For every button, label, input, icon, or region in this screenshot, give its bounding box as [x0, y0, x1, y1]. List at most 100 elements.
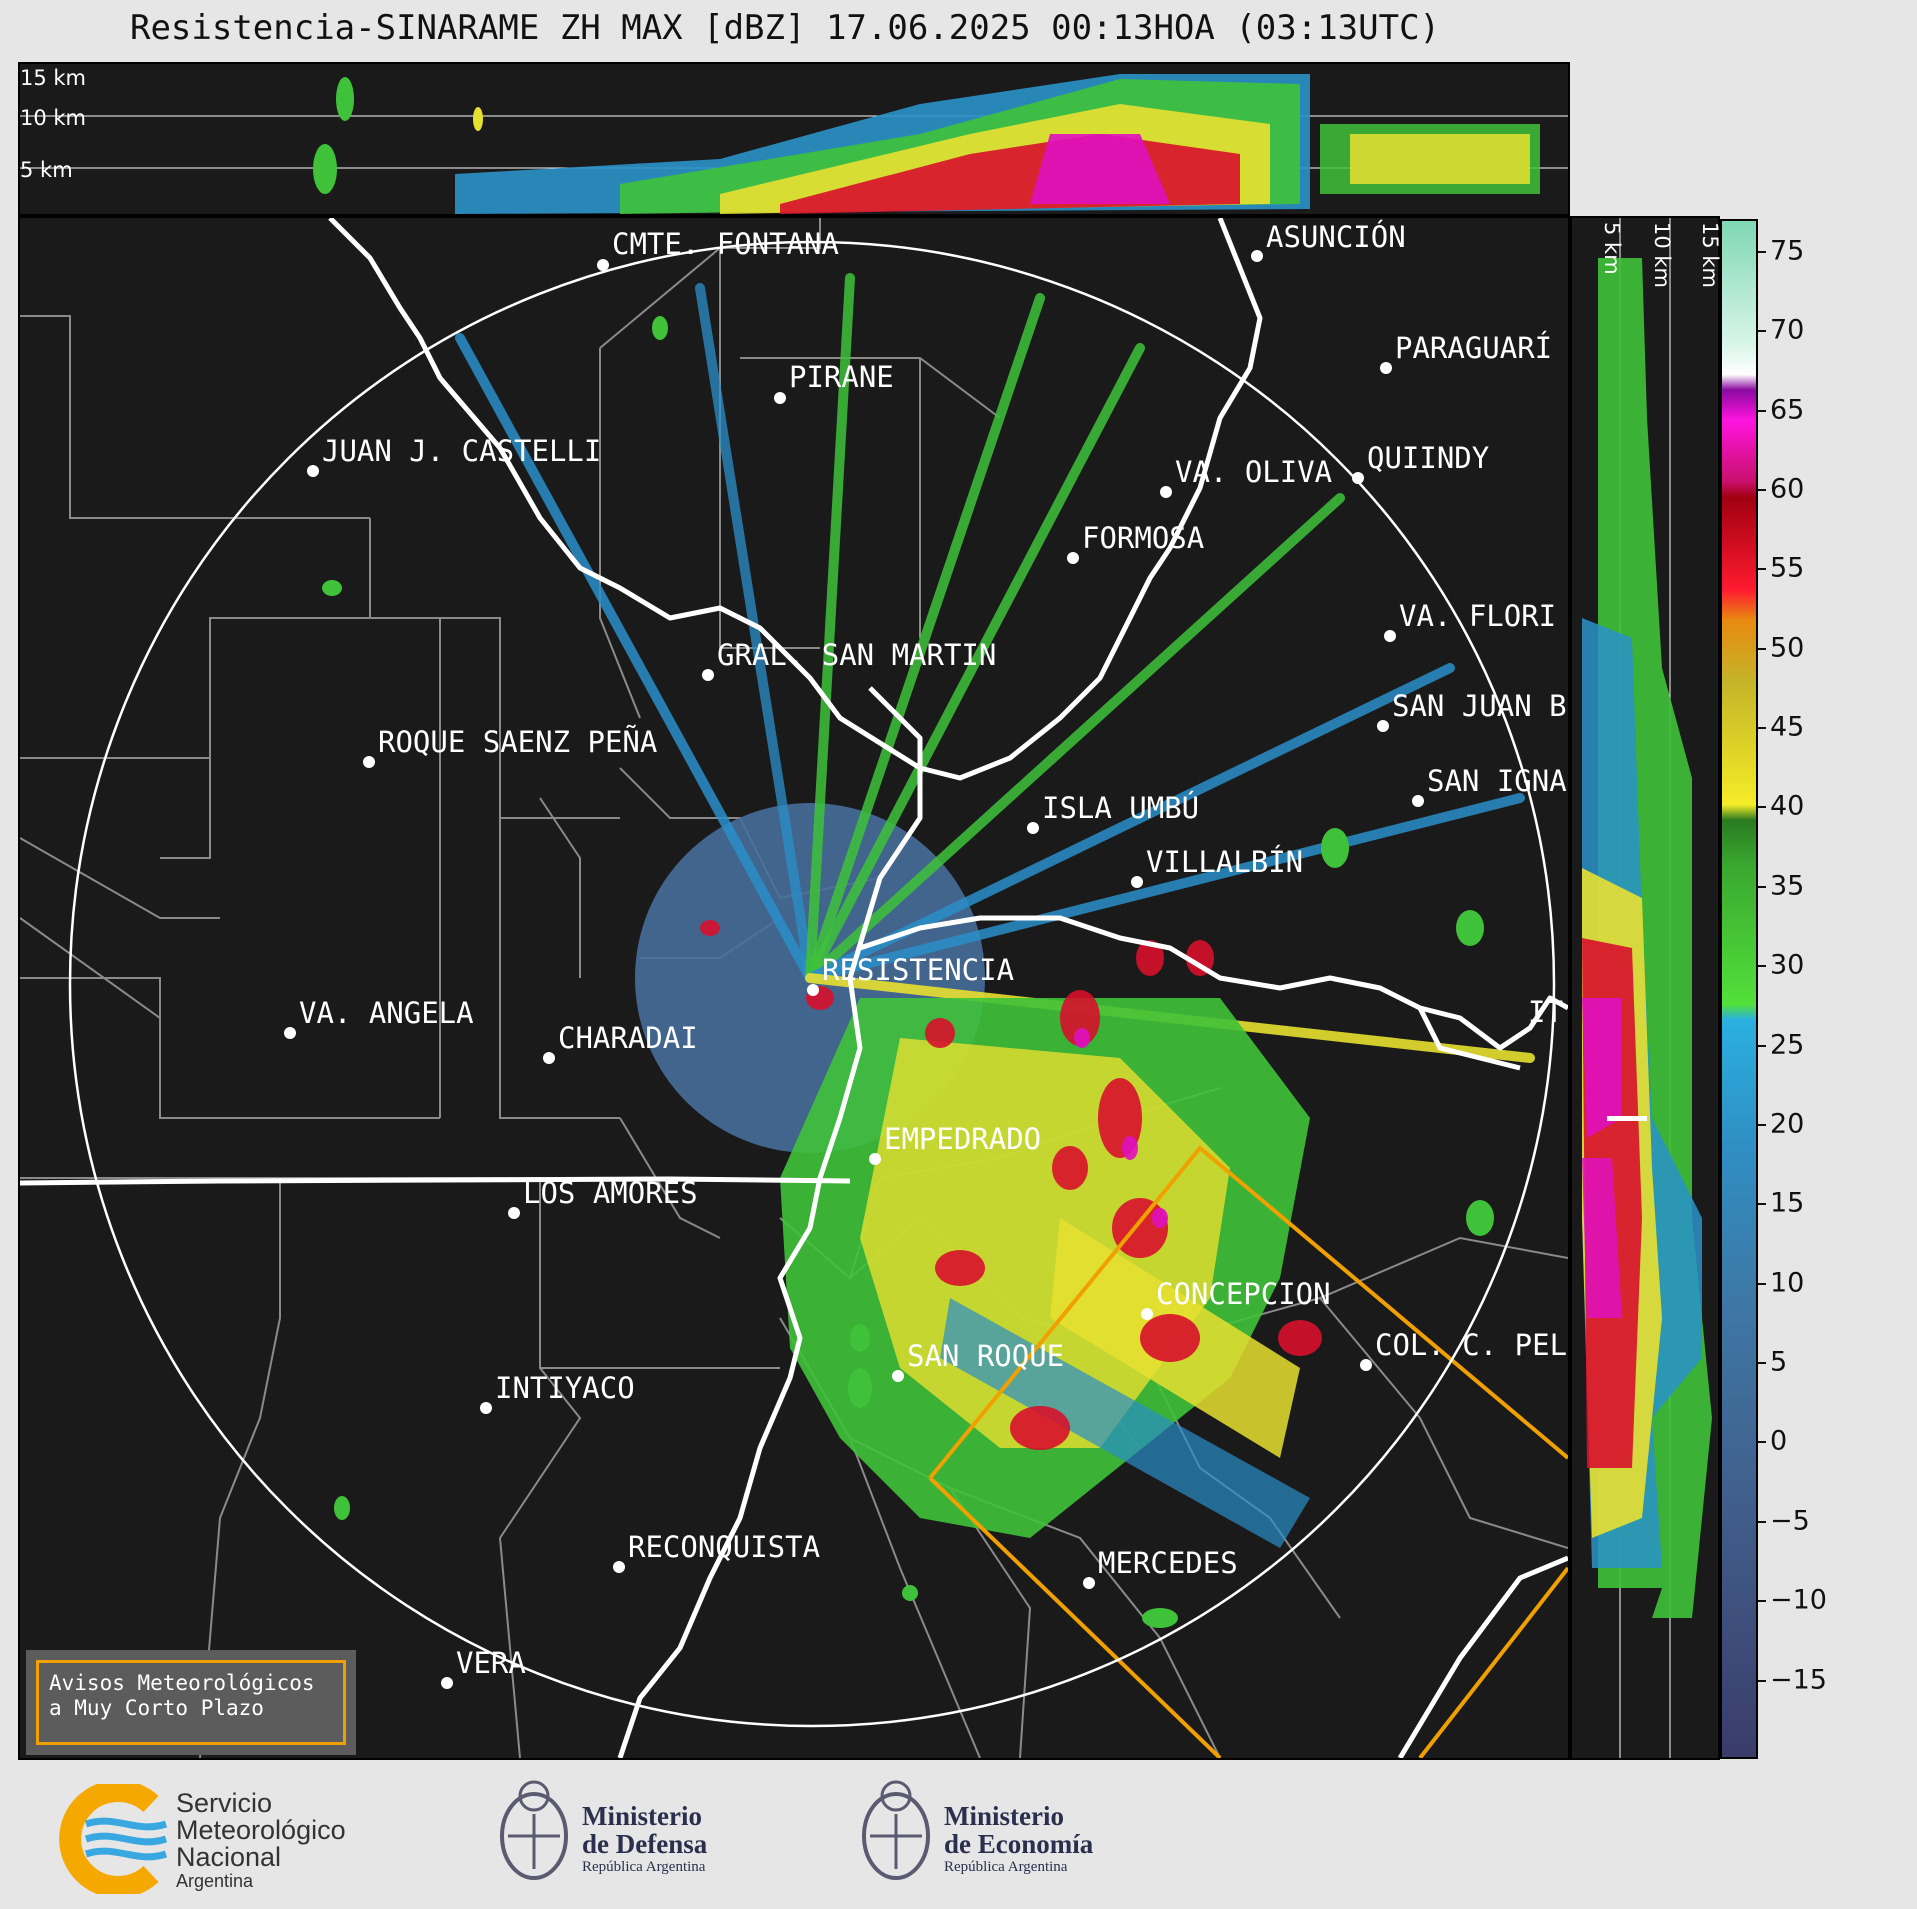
- city-resistencia: RESISTENCIA: [807, 953, 1014, 996]
- right-cross-section-svg: [1582, 218, 1712, 1758]
- city-los-amores: LOS AMORES: [508, 1176, 698, 1219]
- radar-map[interactable]: CMTE. FONTANA ASUNCIÓN PIRANE PARAGUARÍ …: [18, 216, 1570, 1760]
- city-label: VERA: [456, 1646, 526, 1680]
- city-label: EMPEDRADO: [884, 1122, 1041, 1156]
- city-label: ROQUE SAENZ PEÑA: [378, 725, 657, 759]
- colorbar-tick-label: 5: [1770, 1346, 1788, 1378]
- colorbar-tick-mark: [1758, 488, 1766, 491]
- altitude-label-5km-v: 5 km: [1600, 222, 1624, 275]
- alert-legend-border: Avisos Meteorológicos a Muy Corto Plazo: [36, 1660, 346, 1745]
- city-charadai: CHARADAI: [543, 1021, 698, 1064]
- colorbar-tick-mark: [1758, 727, 1766, 730]
- city-label: QUIINDY: [1367, 441, 1489, 475]
- colorbar-tick-label: 25: [1770, 1029, 1805, 1061]
- colorbar-tick-label: 45: [1770, 711, 1805, 743]
- dbz-colorbar: [1720, 219, 1758, 1759]
- colorbar-svg: [1722, 221, 1756, 1757]
- colorbar-tick-label: 20: [1770, 1108, 1805, 1140]
- city-it: IT: [1528, 995, 1563, 1029]
- colorbar-tick-label: 70: [1770, 314, 1805, 346]
- city-label: VA. OLIVA: [1175, 455, 1332, 489]
- economia-line-2: de Economía: [944, 1829, 1094, 1859]
- map-title: Resistencia-SINARAME ZH MAX [dBZ] 17.06.…: [129, 8, 1441, 48]
- colorbar-tick-label: 10: [1770, 1267, 1805, 1299]
- alert-legend-box: Avisos Meteorológicos a Muy Corto Plazo: [26, 1650, 356, 1755]
- storm-cores-magenta: [1074, 1028, 1168, 1228]
- warning-polygon: [928, 1145, 1568, 1758]
- smn-logo: Servicio Meteorológico Nacional Argentin…: [56, 1784, 396, 1894]
- colorbar-tick-mark: [1758, 409, 1766, 412]
- city-va-flori: VA. FLORI: [1384, 599, 1556, 642]
- city-label: VILLALBÍN: [1146, 845, 1303, 879]
- defensa-line-2: de Defensa: [582, 1829, 708, 1859]
- alert-line-1: Avisos Meteorológicos: [49, 1671, 315, 1695]
- colorbar-tick-label: 15: [1770, 1187, 1805, 1219]
- altitude-label-15km: 15 km: [20, 66, 87, 90]
- top-cross-section-svg: [20, 74, 1568, 214]
- altitude-label-10km: 10 km: [20, 106, 87, 130]
- city-quiindy: QUIINDY: [1352, 441, 1489, 484]
- city-asuncion: ASUNCIÓN: [1251, 220, 1406, 262]
- city-pirane: PIRANE: [774, 360, 894, 404]
- city-col-c-pel: COL. C. PEL: [1360, 1328, 1567, 1371]
- colorbar-tick-mark: [1758, 1679, 1766, 1682]
- city-gral-san-martin: GRAL. SAN MARTIN: [702, 638, 996, 681]
- range-ring: [68, 240, 1556, 1728]
- scattered-echoes: [322, 316, 1494, 1628]
- city-formosa: FORMOSA: [1067, 521, 1204, 564]
- city-va-angela: VA. ANGELA: [284, 996, 474, 1039]
- ministerio-economia-logo: Ministerio de Economía República Argenti…: [856, 1774, 1116, 1904]
- colorbar-tick-mark: [1758, 330, 1766, 333]
- city-label: LOS AMORES: [523, 1176, 698, 1210]
- economia-line-1: Ministerio: [944, 1801, 1064, 1831]
- city-label: CONCEPCION: [1156, 1277, 1331, 1311]
- argentina-coat-of-arms-icon: [862, 1780, 930, 1880]
- smn-line-4: Argentina: [176, 1871, 254, 1891]
- colorbar-tick-mark: [1758, 1044, 1766, 1047]
- colorbar-tick-mark: [1758, 1441, 1766, 1444]
- city-reconquista: RECONQUISTA: [613, 1530, 820, 1573]
- city-label: ASUNCIÓN: [1266, 220, 1406, 254]
- right-cross-section: 5 km 10 km 15 km: [1570, 216, 1722, 1760]
- city-san-roque: SAN ROQUE: [892, 1339, 1064, 1382]
- colorbar-tick-label: 30: [1770, 949, 1805, 981]
- smn-line-2: Meteorológico: [176, 1815, 346, 1845]
- city-label: VA. ANGELA: [299, 996, 474, 1030]
- colorbar-tick-label: 65: [1770, 394, 1805, 425]
- altitude-label-15km-v: 15 km: [1698, 222, 1722, 289]
- defensa-line-3: República Argentina: [582, 1859, 706, 1875]
- city-isla-umbu: ISLA UMBÚ: [1027, 791, 1199, 834]
- colorbar-tick-label: 35: [1770, 870, 1805, 902]
- defensa-line-1: Ministerio: [582, 1801, 702, 1831]
- colorbar-tick-mark: [1758, 1600, 1766, 1603]
- smn-line-3: Nacional: [176, 1842, 282, 1872]
- city-label: RESISTENCIA: [822, 953, 1014, 987]
- city-label: ISLA UMBÚ: [1042, 791, 1199, 825]
- city-san-igna: SAN IGNA: [1412, 764, 1567, 807]
- city-label: SAN IGNA: [1427, 764, 1567, 798]
- colorbar-tick-label: 0: [1770, 1425, 1788, 1457]
- city-label: CMTE. FONTANA: [612, 227, 839, 261]
- radar-map-svg: CMTE. FONTANA ASUNCIÓN PIRANE PARAGUARÍ …: [20, 218, 1568, 1758]
- city-concepcion: CONCEPCION: [1141, 1277, 1331, 1320]
- altitude-label-10km-v: 10 km: [1650, 222, 1674, 289]
- city-paraguari: PARAGUARÍ: [1380, 331, 1552, 374]
- smn-line-1: Servicio: [176, 1788, 273, 1818]
- city-label: GRAL. SAN MARTIN: [717, 638, 996, 672]
- city-label: FORMOSA: [1082, 521, 1204, 555]
- city-san-juan-b: SAN JUAN B: [1377, 689, 1567, 732]
- city-label: COL. C. PEL: [1375, 1328, 1567, 1362]
- colorbar-tick-mark: [1758, 250, 1766, 253]
- national-borders: [20, 218, 1568, 1758]
- colorbar-tick-mark: [1758, 1362, 1766, 1365]
- top-cross-section: 15 km 10 km 5 km: [18, 62, 1570, 216]
- colorbar-tick-mark: [1758, 1203, 1766, 1206]
- colorbar-tick-label: −10: [1770, 1584, 1827, 1616]
- argentina-coat-of-arms-icon: [500, 1780, 568, 1880]
- colorbar-tick-label: 75: [1770, 235, 1805, 267]
- colorbar-tick-mark: [1758, 1282, 1766, 1285]
- storm-cores-red: [700, 920, 1322, 1450]
- city-label: RECONQUISTA: [628, 1530, 820, 1564]
- city-label: PIRANE: [789, 360, 894, 394]
- ministerio-defensa-logo: Ministerio de Defensa República Argentin…: [494, 1774, 754, 1904]
